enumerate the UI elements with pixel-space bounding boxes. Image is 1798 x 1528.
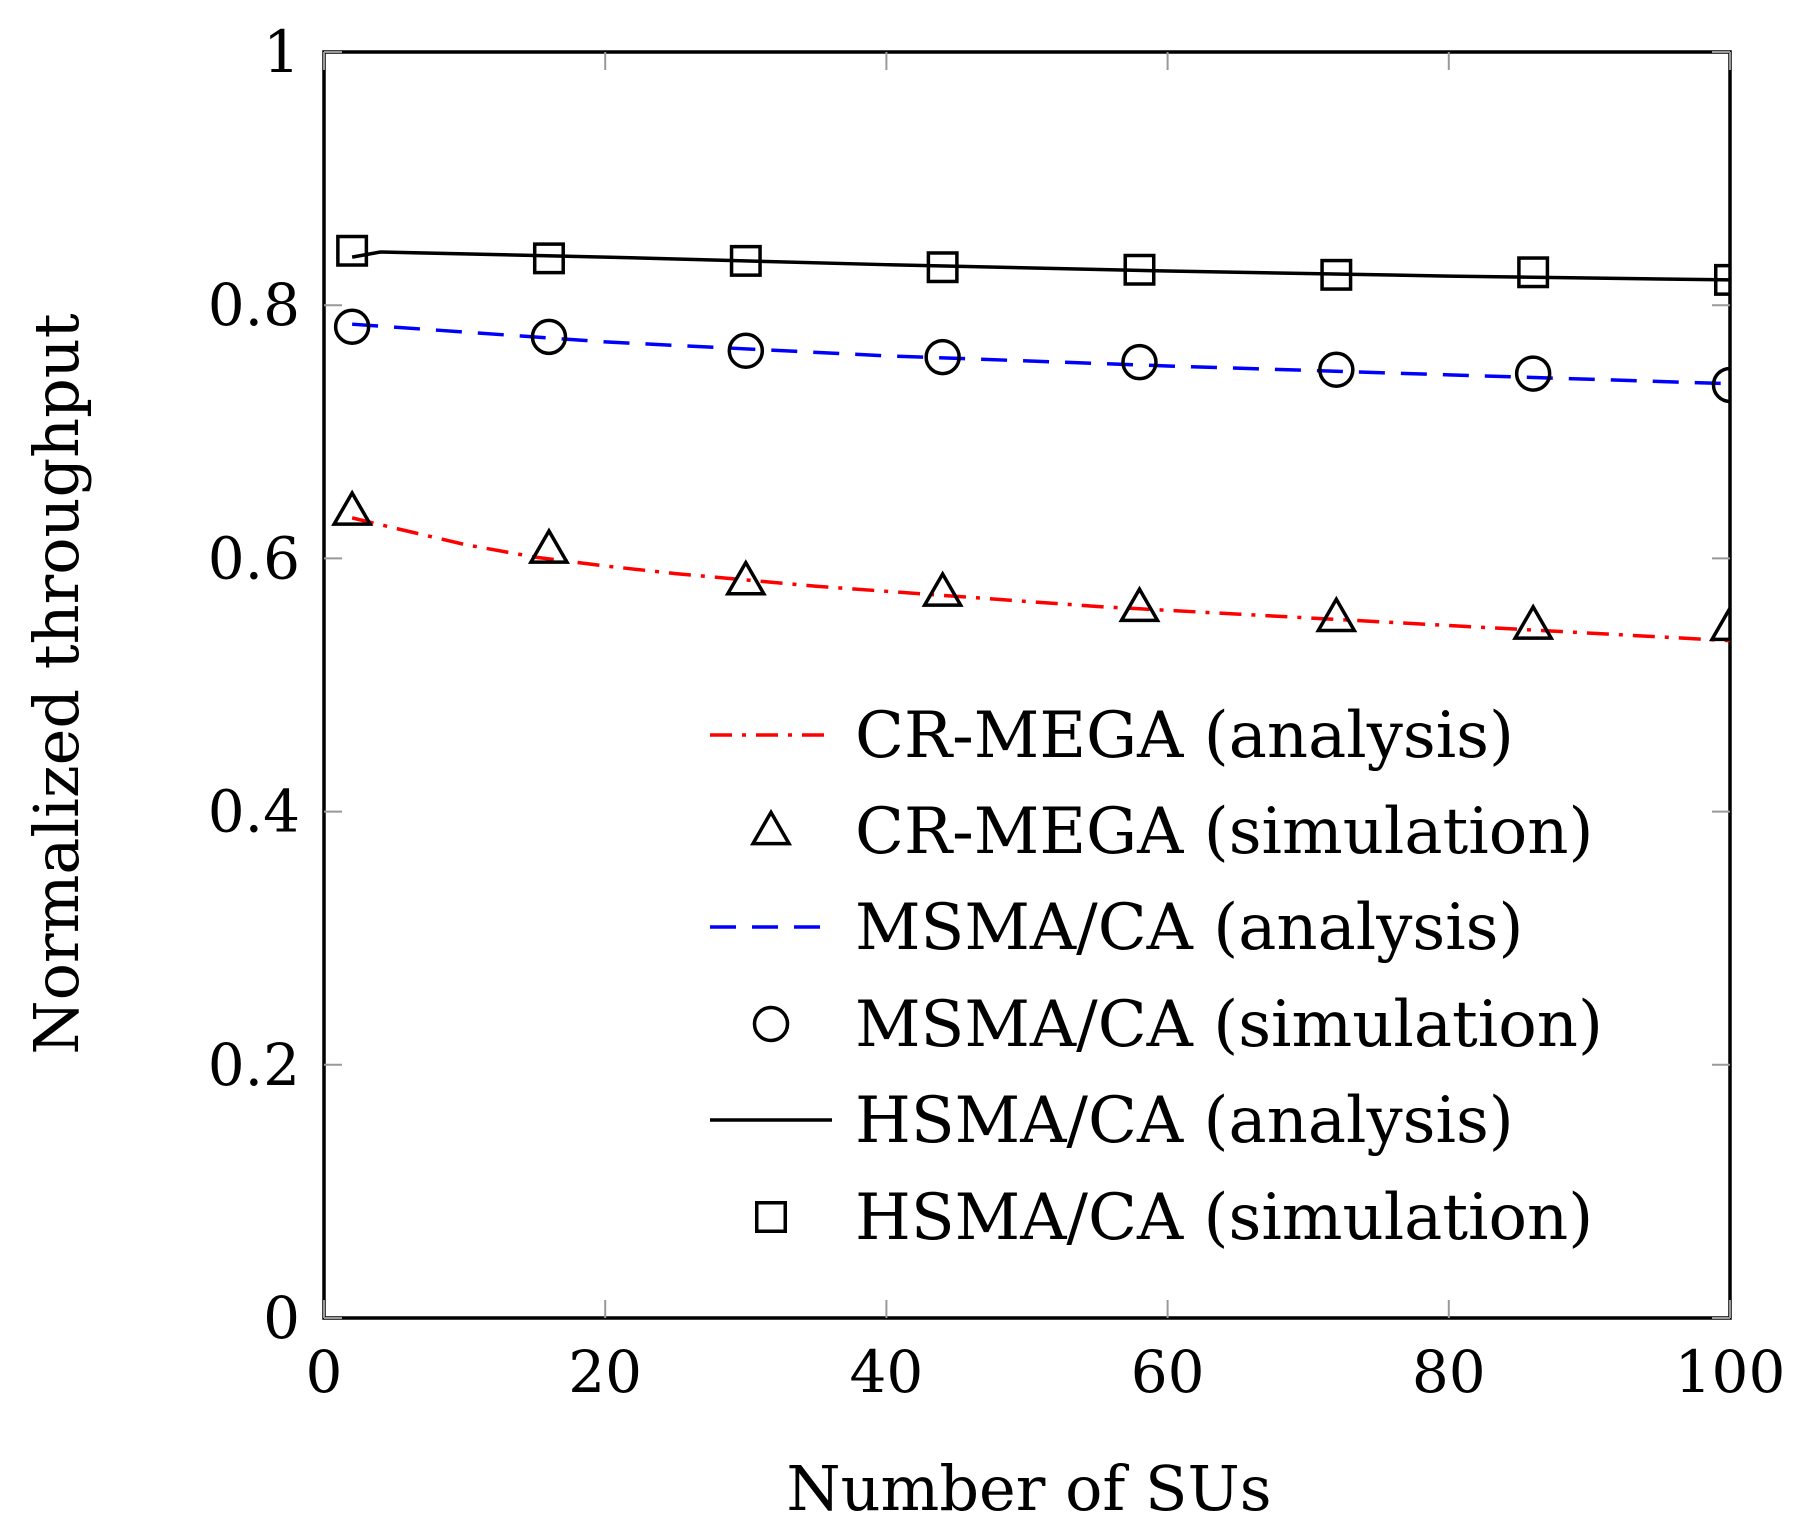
data-point-circle (1514, 355, 1552, 392)
y-axis-label: Normalized throughput (20, 313, 93, 1054)
data-point-circle (1711, 366, 1730, 404)
legend-marker-swatch (755, 1201, 787, 1233)
legend: CR-MEGA (analysis) CR-MEGA (simulation) MS… (710, 699, 1603, 1255)
data-point-triangle (1512, 603, 1555, 640)
plot-frame (322, 50, 1732, 1320)
data-point-circle (333, 308, 371, 345)
series-line-hsma-ca-analysis (351, 250, 1730, 282)
x-tick-label: 60 (1131, 1338, 1205, 1406)
axes-frame (322, 50, 1732, 1320)
y-tick-label: 0 (263, 1284, 300, 1352)
series-line-cr-mega-analysis (351, 516, 1730, 643)
y-tick-label: 0.8 (208, 271, 300, 339)
x-tick-label: 80 (1412, 1338, 1486, 1406)
data-point-square (532, 242, 565, 275)
series-cr-mega-simulation (331, 489, 1730, 642)
legend-marker-swatch (749, 808, 793, 846)
data-point-circle (1318, 351, 1355, 389)
legend-entry-hsma-ca-simulation: HSMA/CA (simulation) (755, 1181, 1593, 1255)
series-line-msma-ca-analysis (351, 322, 1730, 386)
data-point-square (729, 244, 762, 277)
series-layer (331, 234, 1730, 643)
legend-entry-hsma-ca-analysis: HSMA/CA (analysis) (710, 1084, 1514, 1158)
data-point-triangle (331, 489, 374, 526)
legend-label: CR-MEGA (analysis) (855, 699, 1514, 773)
y-tick-label: 0.4 (208, 778, 300, 846)
data-point-circle (924, 338, 961, 376)
legend-label: MSMA/CA (simulation) (855, 988, 1603, 1062)
x-tick-label: 0 (306, 1338, 343, 1406)
tick-labels: 0 20 40 60 80 100 0 0.2 0.4 0.6 0.8 1 (208, 18, 1786, 1406)
data-point-square (1123, 253, 1156, 286)
data-point-square (1320, 258, 1353, 291)
data-point-square (926, 251, 959, 284)
legend-entry-msma-ca-simulation: MSMA/CA (simulation) (752, 988, 1603, 1062)
x-tick-label: 20 (568, 1338, 642, 1406)
data-point-square (336, 234, 369, 267)
y-tick-label: 0.2 (208, 1031, 300, 1099)
legend-entry-cr-mega-analysis: CR-MEGA (analysis) (710, 699, 1514, 773)
data-point-triangle (1118, 585, 1161, 623)
legend-marker-swatch (752, 1005, 790, 1043)
x-axis-label: Number of SUs (786, 1452, 1271, 1525)
data-point-triangle (527, 527, 570, 564)
legend-label: HSMA/CA (analysis) (855, 1084, 1514, 1158)
series-msma-ca-analysis (351, 322, 1730, 386)
data-point-square (1714, 263, 1730, 296)
series-hsma-ca-simulation (336, 234, 1730, 296)
x-tick-label: 100 (1675, 1338, 1786, 1406)
series-msma-ca-simulation (333, 308, 1730, 404)
data-point-circle (727, 332, 765, 370)
y-tick-label: 0.6 (208, 524, 300, 592)
data-point-square (1517, 256, 1550, 289)
legend-label: HSMA/CA (simulation) (855, 1181, 1593, 1255)
series-cr-mega-analysis (351, 516, 1730, 643)
legend-entry-cr-mega-simulation: CR-MEGA (simulation) (749, 795, 1593, 869)
x-tick-label: 40 (849, 1338, 923, 1406)
data-point-triangle (921, 570, 964, 607)
data-point-circle (1121, 343, 1158, 381)
legend-label: CR-MEGA (simulation) (855, 795, 1593, 869)
legend-label: MSMA/CA (analysis) (855, 891, 1523, 965)
data-point-circle (530, 318, 568, 356)
data-point-triangle (1315, 595, 1358, 633)
data-point-triangle (1708, 604, 1730, 642)
y-tick-label: 1 (263, 18, 300, 86)
series-hsma-ca-analysis (351, 250, 1730, 282)
legend-entry-msma-ca-analysis: MSMA/CA (analysis) (710, 891, 1523, 965)
axis-ticks (323, 51, 1731, 1319)
data-point-triangle (724, 559, 767, 596)
